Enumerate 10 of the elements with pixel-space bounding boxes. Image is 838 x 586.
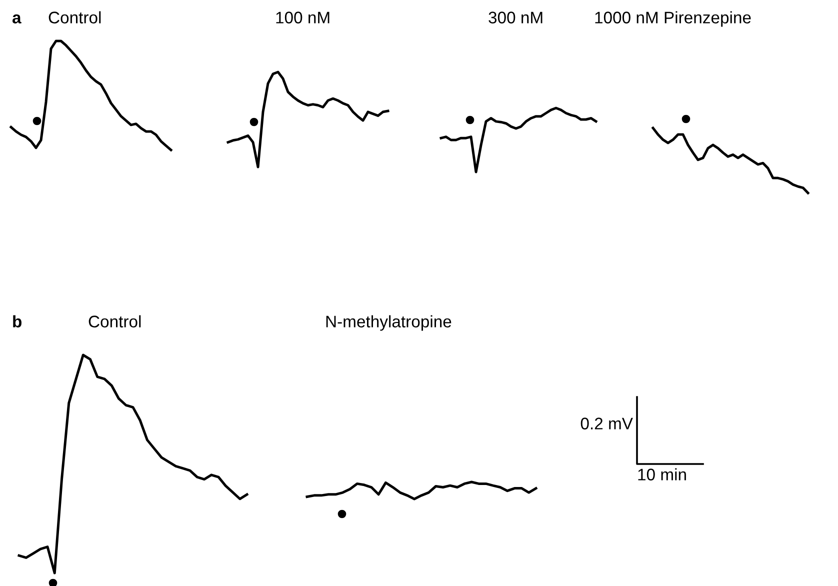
- chart-title: Control: [88, 315, 141, 328]
- chart-title: 300 nM: [488, 12, 542, 24]
- chart-title: Control: [48, 11, 101, 24]
- text: a: [12, 14, 22, 24]
- text: b: [13, 315, 22, 328]
- chart-title: N-methylatropine: [326, 315, 452, 331]
- text: 0.2 mV: [580, 418, 633, 430]
- chart-title: 100 nM: [276, 12, 330, 24]
- chart-title: 1000 nM Pirenzepine: [595, 11, 751, 27]
- text: 10 min: [638, 468, 686, 480]
